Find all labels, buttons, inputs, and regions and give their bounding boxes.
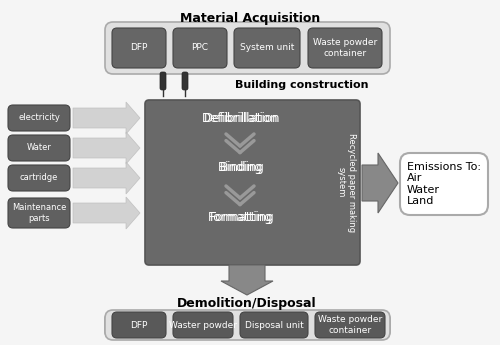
Text: Defibrillation: Defibrillation [202,111,278,125]
Text: Recycled paper making
system: Recycled paper making system [336,133,355,232]
Text: Defibrillation: Defibrillation [204,111,281,125]
Text: Binding: Binding [218,160,262,174]
Text: cartridge: cartridge [20,174,58,183]
FancyBboxPatch shape [8,198,70,228]
FancyBboxPatch shape [145,100,360,265]
Text: Maintenance
parts: Maintenance parts [12,203,66,223]
FancyBboxPatch shape [112,312,166,338]
FancyBboxPatch shape [240,312,308,338]
FancyBboxPatch shape [8,165,70,191]
Text: Building construction: Building construction [235,80,368,90]
Text: Formatting: Formatting [208,211,272,225]
FancyBboxPatch shape [160,72,166,90]
FancyBboxPatch shape [400,153,488,215]
FancyBboxPatch shape [8,105,70,131]
Polygon shape [362,153,398,213]
FancyBboxPatch shape [182,72,188,90]
Text: Waste powder
container: Waste powder container [318,315,382,335]
Polygon shape [73,197,140,229]
Text: PPC: PPC [192,43,208,52]
Polygon shape [73,162,140,194]
FancyBboxPatch shape [173,312,233,338]
Text: electricity: electricity [18,114,60,122]
FancyBboxPatch shape [315,312,385,338]
Text: System unit: System unit [240,43,294,52]
FancyBboxPatch shape [8,135,70,161]
Text: Disposal unit: Disposal unit [244,321,304,329]
Polygon shape [73,102,140,134]
FancyBboxPatch shape [308,28,382,68]
Text: Demolition/Disposal: Demolition/Disposal [177,296,317,309]
FancyBboxPatch shape [112,28,166,68]
Text: Formatting: Formatting [210,211,275,225]
Text: DFP: DFP [130,321,148,329]
Text: Waster powder: Waster powder [169,321,237,329]
Text: Binding: Binding [220,160,265,174]
Polygon shape [221,265,273,295]
FancyBboxPatch shape [105,310,390,340]
FancyBboxPatch shape [105,312,390,339]
Text: Emissions To:
Air
Water
Land: Emissions To: Air Water Land [407,161,481,206]
FancyBboxPatch shape [105,312,390,337]
FancyBboxPatch shape [173,28,227,68]
Text: Material Acquisition: Material Acquisition [180,12,320,25]
Text: Water: Water [26,144,52,152]
Polygon shape [73,132,140,164]
FancyBboxPatch shape [234,28,300,68]
Text: Waste powder
container: Waste powder container [313,38,377,58]
Text: DFP: DFP [130,43,148,52]
FancyBboxPatch shape [105,22,390,74]
